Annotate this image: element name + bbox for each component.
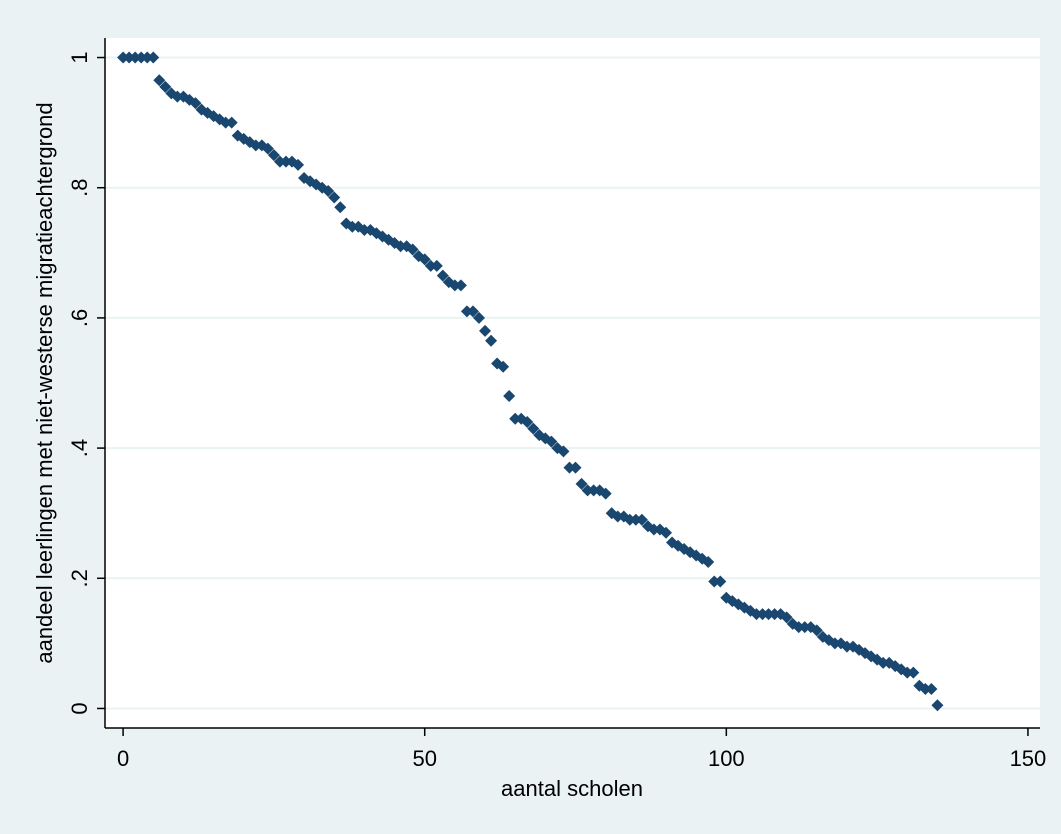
point xyxy=(485,334,498,347)
plot-area xyxy=(105,38,1040,728)
point xyxy=(611,510,624,523)
point xyxy=(123,51,136,64)
point xyxy=(328,191,341,204)
point xyxy=(919,682,932,695)
point xyxy=(768,608,781,621)
point xyxy=(569,461,582,474)
point xyxy=(189,97,202,110)
point xyxy=(521,416,534,429)
point xyxy=(497,360,510,373)
point xyxy=(907,666,920,679)
point xyxy=(931,699,944,712)
point xyxy=(454,279,467,292)
point xyxy=(394,240,407,253)
point xyxy=(117,51,130,64)
point xyxy=(575,477,588,490)
point xyxy=(358,224,371,237)
point xyxy=(430,259,443,272)
point xyxy=(792,621,805,634)
x-tick-label: 150 xyxy=(1010,746,1047,771)
point xyxy=(406,243,419,256)
point xyxy=(334,201,347,214)
x-tick-label: 50 xyxy=(412,746,436,771)
point xyxy=(798,621,811,634)
point xyxy=(840,640,853,653)
point xyxy=(147,51,160,64)
point xyxy=(249,139,262,152)
point xyxy=(509,412,522,425)
point xyxy=(702,556,715,569)
point xyxy=(750,608,763,621)
point xyxy=(279,155,292,168)
point xyxy=(629,513,642,526)
point xyxy=(466,305,479,318)
y-axis-title: aandeel leerlingen met niet-westerse mig… xyxy=(32,102,57,663)
point xyxy=(901,666,914,679)
point xyxy=(418,253,431,266)
point xyxy=(780,611,793,624)
point xyxy=(810,624,823,637)
point xyxy=(292,158,305,171)
point xyxy=(503,390,516,403)
point xyxy=(135,51,148,64)
y-tick-label: .2 xyxy=(67,569,92,587)
point xyxy=(599,487,612,500)
point xyxy=(261,142,274,155)
point xyxy=(925,682,938,695)
y-tick-label: .8 xyxy=(67,179,92,197)
x-tick-label: 100 xyxy=(708,746,745,771)
point xyxy=(828,637,841,650)
point xyxy=(545,435,558,448)
y-tick-label: 0 xyxy=(67,702,92,714)
point xyxy=(153,74,166,87)
point xyxy=(708,575,721,588)
point xyxy=(273,155,286,168)
point xyxy=(877,656,890,669)
x-tick-label: 0 xyxy=(117,746,129,771)
point xyxy=(527,422,540,435)
point xyxy=(159,80,172,93)
point xyxy=(171,90,184,103)
point xyxy=(756,608,769,621)
point xyxy=(557,445,570,458)
y-tick-label: 1 xyxy=(67,51,92,63)
point xyxy=(267,149,280,162)
y-tick-label: .4 xyxy=(67,439,92,457)
point xyxy=(225,116,238,129)
point xyxy=(129,51,142,64)
point xyxy=(346,220,359,233)
point xyxy=(219,116,232,129)
point xyxy=(563,461,576,474)
point xyxy=(623,513,636,526)
point xyxy=(647,523,660,536)
point xyxy=(141,51,154,64)
point xyxy=(479,324,492,337)
y-tick-label: .6 xyxy=(67,309,92,327)
point xyxy=(436,269,449,282)
point xyxy=(473,311,485,324)
point xyxy=(587,484,600,497)
x-axis-title: aantal scholen xyxy=(501,776,643,801)
point xyxy=(424,259,437,272)
point xyxy=(448,279,461,292)
point xyxy=(460,305,473,318)
point xyxy=(762,608,775,621)
point xyxy=(581,484,594,497)
point xyxy=(322,184,335,197)
point xyxy=(660,526,672,539)
point xyxy=(635,513,648,526)
point xyxy=(714,575,727,588)
